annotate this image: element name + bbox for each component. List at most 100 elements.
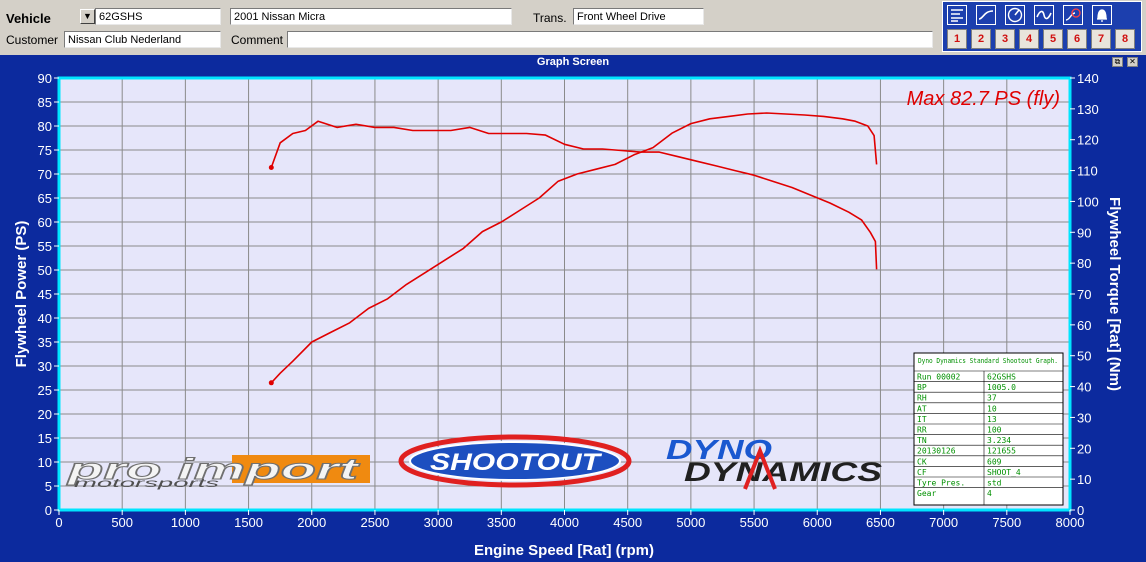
header-panel: Vehicle ▼ 62GSHS 2001 Nissan Micra Trans… xyxy=(0,0,1146,56)
info-table-title: Dyno Dynamics Standard Shootout Graph. xyxy=(918,357,1058,365)
y2-tick-label: 80 xyxy=(1077,256,1091,271)
y-tick-label: 55 xyxy=(38,239,52,254)
wave-icon[interactable] xyxy=(1034,5,1054,25)
y2-tick-label: 120 xyxy=(1077,133,1099,148)
x-tick-label: 3000 xyxy=(424,515,453,530)
y-tick-label: 5 xyxy=(45,479,52,494)
trans-field[interactable]: Front Wheel Drive xyxy=(573,8,704,25)
vehicle-label: Vehicle xyxy=(6,11,51,26)
graph-button-3[interactable]: 3 xyxy=(995,29,1015,49)
graph-button-8[interactable]: 8 xyxy=(1115,29,1135,49)
shootout-logo: SHOOTOUT xyxy=(398,434,632,488)
gauge-icon[interactable] xyxy=(1005,5,1025,25)
curves xyxy=(268,112,878,386)
vehicle-dropdown-button[interactable]: ▼ xyxy=(80,9,95,24)
graph-button-1[interactable]: 1 xyxy=(947,29,967,49)
info-row-value: std xyxy=(987,479,1002,488)
info-row-value: 13 xyxy=(987,415,997,424)
y2-tick-label: 40 xyxy=(1077,380,1091,395)
y-tick-label: 50 xyxy=(38,263,52,278)
info-row-value: 1005.0 xyxy=(987,383,1016,392)
y-axis-right: 0 10 20 30 40 50 60 70 80 90 100 110 120 130 140 xyxy=(1070,71,1099,518)
customer-field[interactable]: Nissan Club Nederland xyxy=(64,31,221,48)
dyno-dynamics-logo: DYNO DYNAMICS xyxy=(666,434,882,490)
x-axis-label: Engine Speed [Rat] (rpm) xyxy=(474,542,654,559)
x-tick-label: 4500 xyxy=(613,515,642,530)
y-tick-label: 60 xyxy=(38,215,52,230)
y-tick-label: 25 xyxy=(38,383,52,398)
graph-window-titlebar: Graph Screen ⧉ ✕ xyxy=(0,55,1146,69)
y2-tick-label: 130 xyxy=(1077,102,1099,117)
y-tick-label: 0 xyxy=(45,503,52,518)
dropdown-arrow-icon: ▼ xyxy=(83,11,92,21)
curve-start-point xyxy=(268,380,274,386)
y-tick-label: 10 xyxy=(38,455,52,470)
info-row-value: 100 xyxy=(987,426,1002,435)
x-tick-label: 4000 xyxy=(550,515,579,530)
graph-button-4[interactable]: 4 xyxy=(1019,29,1039,49)
info-row-value: 37 xyxy=(987,394,997,403)
x-tick-label: 5500 xyxy=(740,515,769,530)
timer-icon[interactable] xyxy=(1063,5,1083,25)
y-tick-label: 35 xyxy=(38,335,52,350)
svg-text:motorsports: motorsports xyxy=(74,476,219,490)
curve-icon[interactable] xyxy=(976,5,996,25)
svg-text:SHOOTOUT: SHOOTOUT xyxy=(430,449,603,476)
curve-start-point xyxy=(268,164,274,170)
menu-icon[interactable] xyxy=(947,5,967,25)
restore-window-icon[interactable]: ⧉ xyxy=(1112,57,1123,67)
x-tick-label: 500 xyxy=(111,515,133,530)
graph-button-2[interactable]: 2 xyxy=(971,29,991,49)
info-row-value: 4 xyxy=(987,489,992,498)
graph-button-7[interactable]: 7 xyxy=(1091,29,1111,49)
bell-icon[interactable] xyxy=(1092,5,1112,25)
vehicle-id-field[interactable]: 62GSHS xyxy=(95,8,221,25)
y2-tick-label: 0 xyxy=(1077,503,1084,518)
comment-label: Comment xyxy=(231,33,284,47)
comment-field[interactable] xyxy=(287,31,933,48)
info-row-key: BP xyxy=(917,383,927,392)
y-tick-label: 70 xyxy=(38,167,52,182)
customer-label: Customer xyxy=(6,33,59,47)
info-row-value: 3.234 xyxy=(987,436,1011,445)
x-tick-label: 5000 xyxy=(676,515,705,530)
y2-tick-label: 20 xyxy=(1077,441,1091,456)
y-tick-label: 45 xyxy=(38,287,52,302)
x-axis: 0 500 1000 1500 2000 2500 3000 3500 4000 4500 5000… xyxy=(55,510,1084,530)
y-tick-label: 80 xyxy=(38,119,52,134)
max-power-annotation: Max 82.7 PS (fly) xyxy=(907,88,1060,110)
graph-button-5[interactable]: 5 xyxy=(1043,29,1063,49)
info-row-key: RR xyxy=(917,426,927,435)
y-axis-left: 0 5 10 15 20 25 30 35 40 45 50 55 60 65 70 75 80 85 90 xyxy=(38,71,59,518)
dyno-chart: 0 500 1000 1500 2000 2500 3000 3500 4000 4500 5000… xyxy=(13,71,1123,559)
y2-tick-label: 10 xyxy=(1077,472,1091,487)
x-tick-label: 1500 xyxy=(234,515,263,530)
info-row-value: 62GSHS xyxy=(987,373,1016,382)
y-tick-label: 85 xyxy=(38,95,52,110)
trans-label: Trans. xyxy=(533,11,567,25)
vehicle-description-field[interactable]: 2001 Nissan Micra xyxy=(230,8,512,25)
y2-tick-label: 30 xyxy=(1077,410,1091,425)
y2-tick-label: 100 xyxy=(1077,194,1099,209)
x-tick-label: 6500 xyxy=(866,515,895,530)
info-row-value: SHOOT_4 xyxy=(987,468,1021,477)
x-tick-label: 7500 xyxy=(992,515,1021,530)
power-curve xyxy=(270,112,878,384)
x-tick-label: 6000 xyxy=(803,515,832,530)
y2-tick-label: 70 xyxy=(1077,287,1091,302)
y2-axis-label: Flywheel Torque [Rat] (Nm) xyxy=(1106,197,1123,391)
y-tick-label: 15 xyxy=(38,431,52,446)
torque-curve xyxy=(270,120,878,270)
y-tick-label: 40 xyxy=(38,311,52,326)
graph-button-6[interactable]: 6 xyxy=(1067,29,1087,49)
y2-tick-label: 140 xyxy=(1077,71,1099,86)
y2-tick-label: 110 xyxy=(1077,164,1098,179)
info-row-value: 10 xyxy=(987,404,997,413)
info-row-key: CK xyxy=(917,457,927,466)
info-row-key: 20130126 xyxy=(917,447,956,456)
close-window-icon[interactable]: ✕ xyxy=(1127,57,1138,67)
window-title: Graph Screen xyxy=(536,56,610,68)
info-row-value: 121655 xyxy=(987,447,1016,456)
x-tick-label: 2500 xyxy=(360,515,389,530)
info-row-key: Run 00002 xyxy=(917,373,961,382)
